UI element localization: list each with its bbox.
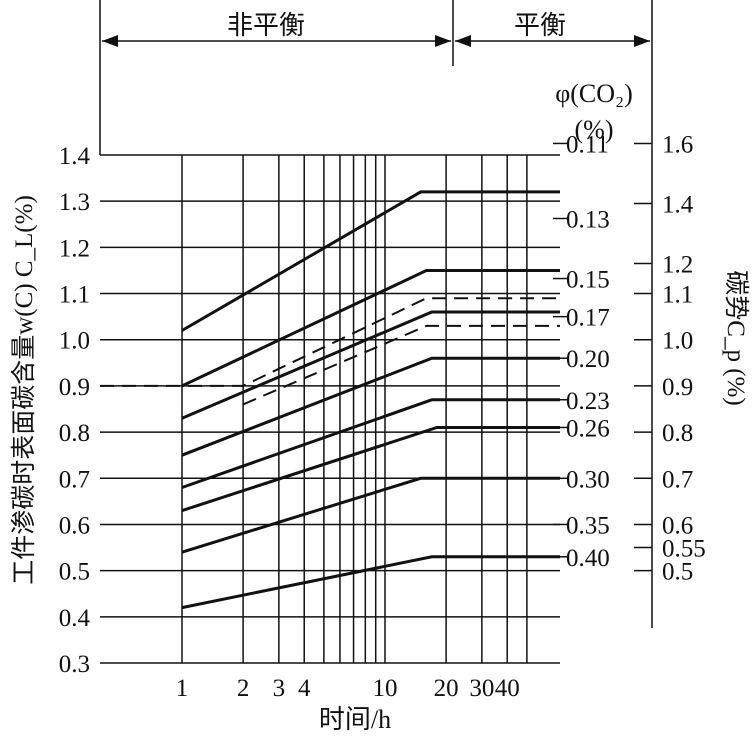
cp-tick-label: 0.8 [662,420,693,447]
y-tick-label: 0.4 [59,605,91,632]
y-tick-label: 1.0 [59,328,90,355]
cp-axis-title: 碳势C_p (%) [722,270,750,405]
co2-tick-label: 0.35 [566,512,610,539]
co2-axis-unit: (%) [575,115,614,144]
axes [99,0,653,628]
labels-group: 1.41.31.21.11.00.90.80.70.60.50.40.31 2 3 4… [59,131,706,702]
series-line [181,356,560,457]
y-axis-title: 工件渗碳时表面碳含量w(C) C_L(%) [10,195,38,585]
series-line [100,297,560,387]
y-tick-label: 1.3 [59,189,90,216]
co2-axis-title: φ(CO₂) [555,79,633,108]
arrow-head-right [435,35,451,47]
series-line [181,269,560,388]
y-tick-label: 1.2 [59,235,90,262]
co2-tick-label: 0.23 [566,388,610,415]
x-tick-label: 3 [273,675,286,702]
series-line [181,555,560,610]
x-tick-label: 10 [373,675,398,702]
co2-tick-label: 0.11 [566,131,609,158]
series-group [100,190,560,610]
y-tick-label: 1.4 [59,143,91,170]
co2-tick-label: 0.13 [566,207,610,234]
x-tick-label: 4 [298,675,311,702]
cp-tick-label: 0.55 [662,536,706,563]
y-tick-label: 0.7 [59,466,90,493]
cp-tick-label: 1.0 [662,328,693,355]
cp-tick-label: 0.7 [662,466,693,493]
cp-tick-label: 0.6 [662,512,693,539]
co2-tick-label: 0.30 [566,466,610,493]
x-tick-label: 30 [469,675,494,702]
x-axis-title: 时间/h [319,705,391,734]
y-tick-label: 0.3 [59,651,90,678]
arrow-head-left [455,35,471,47]
arrow-head-right [634,35,650,47]
series-line [181,310,560,420]
co2-tick-label: 0.15 [566,267,610,294]
co2-tick-label: 0.40 [566,545,610,572]
arrow-head-left [102,35,118,47]
equilibrium-region-label: 平衡 [514,11,566,41]
series-line [181,476,560,554]
cp-tick-label: 1.1 [662,282,693,309]
y-tick-label: 0.5 [59,559,90,586]
cp-tick-label: 1.2 [662,252,693,279]
x-tick-label: 2 [237,675,250,702]
series-line [181,190,560,332]
x-tick-label: 40 [495,675,520,702]
y-tick-label: 0.6 [59,512,90,539]
y-tick-label: 0.9 [59,374,90,401]
series-line [181,398,560,489]
series-line [242,324,560,406]
co2-tick-label: 0.26 [566,415,610,442]
nonequilibrium-region-label: 非平衡 [227,11,305,41]
y-tick-label: 0.8 [59,420,90,447]
y-tick-label: 1.1 [59,282,90,309]
cp-tick-label: 1.6 [662,131,693,158]
series-line [181,426,560,513]
cp-tick-label: 1.4 [662,191,694,218]
grid [100,154,560,664]
x-tick-label: 1 [176,675,189,702]
co2-tick-label: 0.20 [566,346,610,373]
cp-tick-label: 0.9 [662,374,693,401]
cp-tick-label: 0.5 [662,559,693,586]
x-tick-label: 20 [434,675,459,702]
co2-tick-label: 0.17 [566,305,610,332]
